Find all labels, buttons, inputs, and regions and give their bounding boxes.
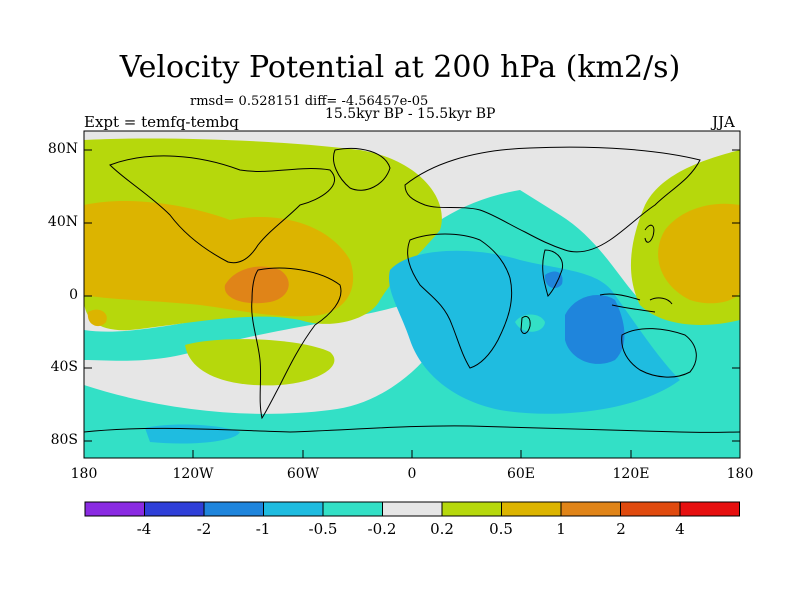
period-label: 15.5kyr BP - 15.5kyr BP <box>325 106 496 122</box>
colorbar-swatch <box>84 501 145 517</box>
plot-title: Velocity Potential at 200 hPa (km2/s) <box>119 50 681 85</box>
colorbar-label: -2 <box>196 520 212 538</box>
colorbar-swatch <box>441 501 502 517</box>
x-label-60e: 60E <box>506 466 536 482</box>
x-ticks <box>83 450 741 458</box>
x-label-120e: 120E <box>612 466 650 482</box>
field-gold-east <box>658 203 740 304</box>
colorbar-swatch <box>203 501 264 517</box>
colorbar-label: -0.2 <box>367 520 397 538</box>
colorbar-swatch <box>679 501 740 517</box>
colorbar <box>84 501 740 517</box>
colorbar-swatch <box>382 501 443 517</box>
coastline-north-america <box>109 155 336 264</box>
velocity-potential-field <box>84 131 740 458</box>
coastline-indonesia <box>599 293 673 313</box>
colorbar-swatch <box>144 501 205 517</box>
colorbar-label: 0.5 <box>489 520 513 538</box>
rmsd-diff-stats: rmsd= 0.528151 diff= -4.56457e-05 <box>190 94 429 109</box>
x-label-0: 0 <box>407 466 417 482</box>
experiment-label: Expt = temfq-tembq <box>84 113 239 131</box>
field-lightblue-indian <box>389 250 680 414</box>
field-orange-center <box>224 266 289 304</box>
colorbar-label: -4 <box>136 520 152 538</box>
field-gold-small <box>87 309 107 327</box>
colorbar-label: 0.2 <box>430 520 454 538</box>
coastline-madagascar <box>520 315 531 334</box>
y-label-40n: 40N <box>47 214 78 230</box>
x-label-180e: 180 <box>726 466 754 482</box>
coastline-eurasia <box>404 146 701 253</box>
x-label-120w: 120W <box>172 466 214 482</box>
colorbar-swatch <box>322 501 383 517</box>
y-label-80s: 80S <box>50 432 78 448</box>
colorbar-label: 1 <box>556 520 566 538</box>
coastline-greenland <box>333 147 391 191</box>
colorbar-label: -0.5 <box>308 520 338 538</box>
coastline-africa <box>407 233 513 369</box>
colorbar-swatch <box>263 501 324 517</box>
coastline-india <box>542 249 564 297</box>
field-blue-arabia <box>544 271 563 289</box>
y-ticks <box>84 149 740 442</box>
coastline-south-america <box>251 267 342 420</box>
season-label: JJA <box>712 113 735 131</box>
coastline-antarctica <box>84 425 740 433</box>
colorbar-swatch <box>620 501 681 517</box>
x-label-180w: 180 <box>70 466 98 482</box>
coastline-australia <box>621 328 697 378</box>
coastlines <box>84 146 740 433</box>
y-label-40s: 40S <box>50 359 78 375</box>
colorbar-label: 2 <box>616 520 626 538</box>
colorbar-swatch <box>501 501 562 517</box>
field-blue-core <box>565 295 625 364</box>
colorbar-swatch <box>560 501 621 517</box>
y-label-80n: 80N <box>47 141 78 157</box>
coastline-japan <box>644 224 655 243</box>
colorbar-label: -1 <box>255 520 271 538</box>
y-label-0: 0 <box>69 287 78 303</box>
x-label-60w: 60W <box>286 466 320 482</box>
colorbar-label: 4 <box>675 520 685 538</box>
